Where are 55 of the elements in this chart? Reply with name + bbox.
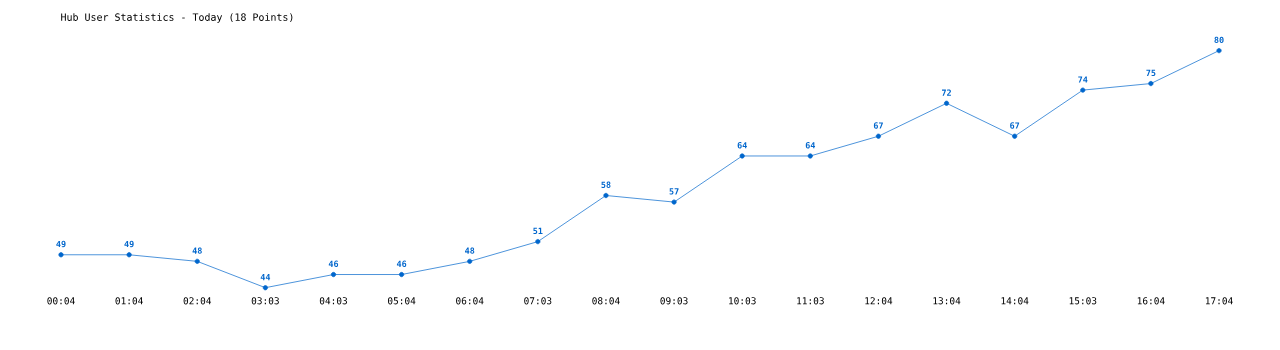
point: [1216, 48, 1222, 54]
data-label: 64: [737, 142, 747, 149]
point: [603, 192, 609, 199]
x-tick-label: 05:04: [387, 297, 416, 305]
point: [399, 271, 405, 278]
point: [875, 133, 881, 139]
data-label: 51: [533, 227, 543, 235]
point: [671, 199, 677, 205]
x-tick-label: 11:03: [797, 297, 824, 305]
data-label: 58: [601, 181, 611, 188]
data-label: 72: [942, 89, 951, 96]
point: [262, 285, 268, 291]
x-tick-label: 06:04: [456, 297, 484, 305]
point: [1148, 80, 1154, 87]
x-tick-label: 07:03: [524, 297, 552, 305]
x-tick-label: 08:04: [592, 297, 620, 305]
data-label: 46: [396, 260, 407, 267]
x-tick-label: 14:04: [1001, 297, 1029, 305]
point: [194, 258, 200, 264]
x-tick-label: 13:04: [933, 297, 961, 305]
data-label: 49: [124, 240, 134, 248]
data-label: 67: [873, 122, 883, 129]
data-label: 44: [260, 274, 271, 281]
point: [739, 153, 745, 159]
data-label: 46: [328, 260, 339, 267]
data-label: 49: [56, 240, 66, 248]
chart-title: Hub User Statistics - Today (18 Points): [61, 13, 293, 23]
point: [1012, 133, 1018, 139]
x-tick-label: 01:04: [115, 297, 143, 305]
point: [944, 100, 950, 106]
x-tick-label: 09:03: [660, 297, 688, 305]
point: [126, 252, 132, 258]
point: [330, 271, 337, 278]
data-label: 57: [669, 188, 679, 195]
data-label: 74: [1078, 76, 1088, 83]
x-tick-label: 17:04: [1205, 297, 1233, 305]
point: [535, 239, 541, 245]
x-tick-label: 16:04: [1137, 297, 1165, 305]
data-label: 48: [192, 247, 202, 254]
data-label: 75: [1146, 69, 1156, 77]
x-tick-label: 15:03: [1069, 297, 1097, 305]
x-tick-label: 04:03: [319, 297, 348, 305]
data-label: 64: [805, 142, 816, 149]
data-label: 48: [465, 247, 475, 254]
x-tick-label: 03:03: [251, 297, 279, 305]
point: [1080, 87, 1086, 93]
point: [58, 252, 64, 258]
point: [807, 153, 813, 159]
point: [467, 258, 473, 264]
x-tick-label: 12:04: [865, 297, 893, 305]
x-tick-label: 00:04: [47, 297, 75, 305]
data-label: 67: [1010, 122, 1020, 129]
data-label: 80: [1214, 36, 1224, 44]
x-tick-label: 02:04: [183, 297, 212, 305]
x-tick-label: 10:03: [729, 297, 756, 305]
